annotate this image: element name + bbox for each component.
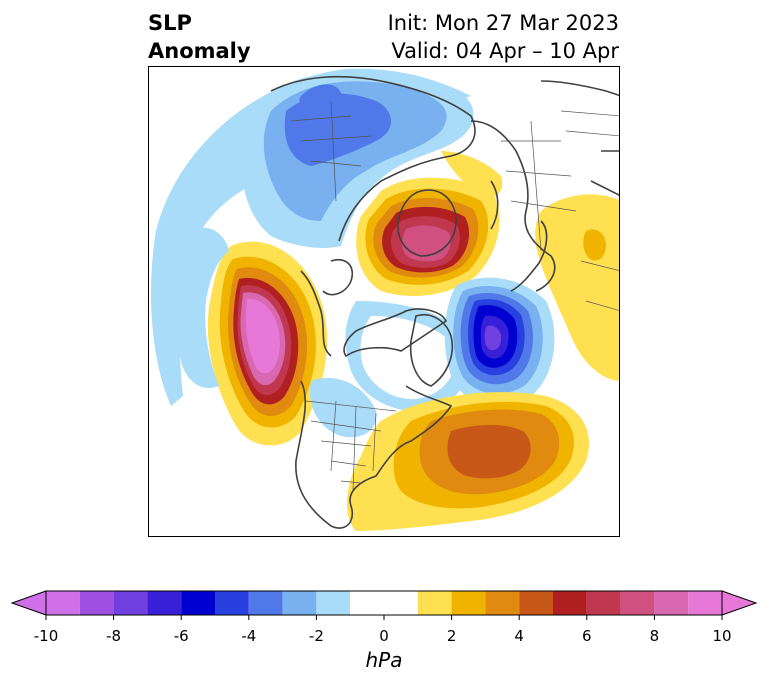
colorbar-bin <box>147 591 182 615</box>
colorbar-tick-label: -4 <box>241 627 257 645</box>
colorbar-tick-label: -2 <box>308 627 324 645</box>
colorbar-bin <box>485 591 520 615</box>
colorbar-bin <box>451 591 486 615</box>
anomaly-map <box>148 66 620 537</box>
coastlines <box>270 75 619 529</box>
colorbar-bin <box>350 591 418 615</box>
title-field: Anomaly <box>148 39 251 63</box>
colorbar-bin <box>46 591 80 615</box>
colorbar-graphic <box>10 590 758 620</box>
colorbar-bin <box>519 591 553 615</box>
colorbar-unit-label: hPa <box>365 648 403 672</box>
init-date-label: Init: Mon 27 Mar 2023 <box>387 11 619 35</box>
colorbar-bin <box>215 591 249 615</box>
colorbar: -10 -8 -6 -4 -2 0 2 4 6 8 10 hPa <box>0 585 768 675</box>
colorbar-bin <box>282 591 317 615</box>
colorbar-bin <box>688 591 722 615</box>
colorbar-bin <box>553 591 587 615</box>
colorbar-bin <box>620 591 655 615</box>
colorbar-bin <box>417 591 452 615</box>
borders <box>290 100 619 492</box>
colorbar-tick-label: -6 <box>173 627 189 645</box>
colorbar-tick-label: 6 <box>582 627 592 645</box>
colorbar-bin <box>248 591 283 615</box>
colorbar-bin <box>654 591 689 615</box>
colorbar-bin <box>113 591 148 615</box>
valid-range-label: Valid: 04 Apr – 10 Apr <box>391 39 619 63</box>
colorbar-bin <box>79 591 114 615</box>
colorbar-tick-label: 10 <box>712 627 732 645</box>
map-title: SLP Anomaly <box>148 9 251 65</box>
colorbar-tick-label: 4 <box>514 627 524 645</box>
map-dates: Init: Mon 27 Mar 2023 Valid: 04 Apr – 10… <box>388 9 619 65</box>
colorbar-tick-label: 2 <box>446 627 457 645</box>
colorbar-bin <box>316 591 351 615</box>
colorbar-tick-label: 0 <box>379 627 389 645</box>
colorbar-extend-low <box>10 590 47 616</box>
colorbar-tick-label: 8 <box>649 627 660 645</box>
colorbar-extend-high <box>721 590 758 616</box>
colorbar-tick-label: -10 <box>33 627 59 645</box>
title-variable: SLP <box>148 11 192 35</box>
colorbar-tick-label: -8 <box>106 627 122 645</box>
neg-anomaly-outer-arc <box>151 68 471 407</box>
colorbar-bin <box>181 591 215 615</box>
colorbar-bin <box>586 591 621 615</box>
